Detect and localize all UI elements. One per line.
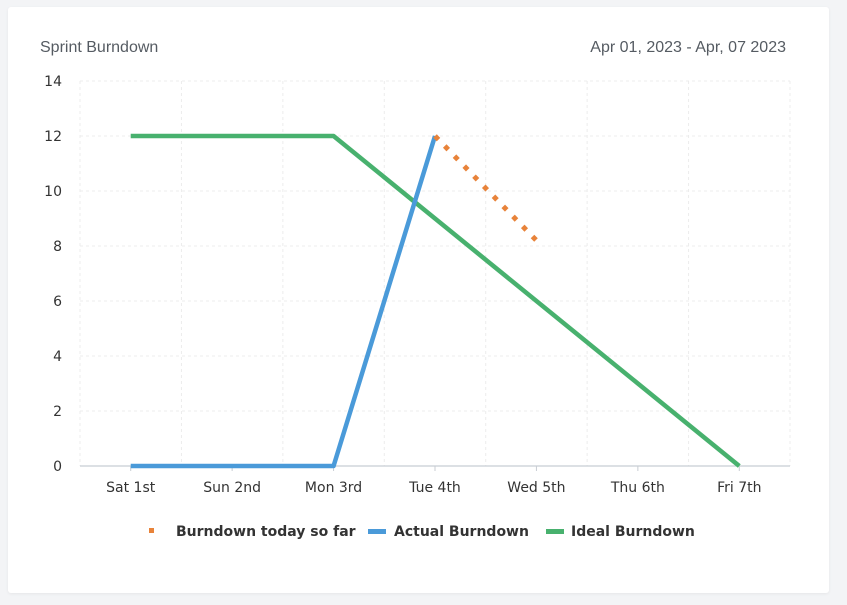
x-tick-label: Wed 5th	[507, 480, 565, 496]
legend-label: Burndown today so far	[176, 524, 356, 540]
x-tick-label: Sat 1st	[106, 480, 156, 496]
x-axis: Sat 1st Sun 2nd Mon 3rd Tue 4th Wed 5th Thu 6…	[80, 465, 790, 496]
chart-legend: Burndown today so far Actual Burndown Idea…	[149, 524, 695, 540]
y-tick-label: 8	[53, 239, 62, 255]
y-tick-label: 14	[44, 74, 62, 90]
date-range: Apr 01, 2023 - Apr, 07 2023	[590, 39, 786, 56]
chart-series	[130, 133, 741, 469]
burndown-card: Sprint Burndown Apr 01, 2023 - Apr, 07 2…	[8, 7, 829, 593]
legend-swatch	[149, 528, 154, 533]
legend-item[interactable]: Burndown today so far	[149, 524, 356, 540]
series-line-burndown-today-so-far	[433, 134, 539, 243]
legend-label: Ideal Burndown	[571, 524, 695, 540]
series-line-ideal-burndown	[130, 133, 741, 468]
y-tick-label: 6	[53, 294, 62, 310]
chart-grid	[79, 80, 791, 466]
x-tick-label: Mon 3rd	[305, 480, 362, 496]
legend-swatch	[546, 529, 564, 534]
y-tick-label: 0	[53, 459, 62, 475]
y-tick-label: 2	[53, 404, 62, 420]
legend-label: Actual Burndown	[394, 524, 529, 540]
x-tick-label: Tue 4th	[408, 480, 461, 496]
x-tick-label: Sun 2nd	[203, 480, 261, 496]
legend-swatch	[368, 529, 386, 534]
y-tick-label: 12	[44, 129, 62, 145]
x-tick-label: Thu 6th	[610, 480, 665, 496]
y-tick-label: 10	[44, 184, 62, 200]
legend-item[interactable]: Actual Burndown	[368, 524, 529, 540]
legend-item[interactable]: Ideal Burndown	[546, 524, 695, 540]
card-title: Sprint Burndown	[40, 39, 159, 56]
x-tick-label: Fri 7th	[717, 480, 761, 496]
y-axis: 0 2 4 6 8 10 12 14	[44, 74, 62, 475]
y-tick-label: 4	[53, 349, 62, 365]
series-line-actual-burndown	[130, 135, 438, 469]
